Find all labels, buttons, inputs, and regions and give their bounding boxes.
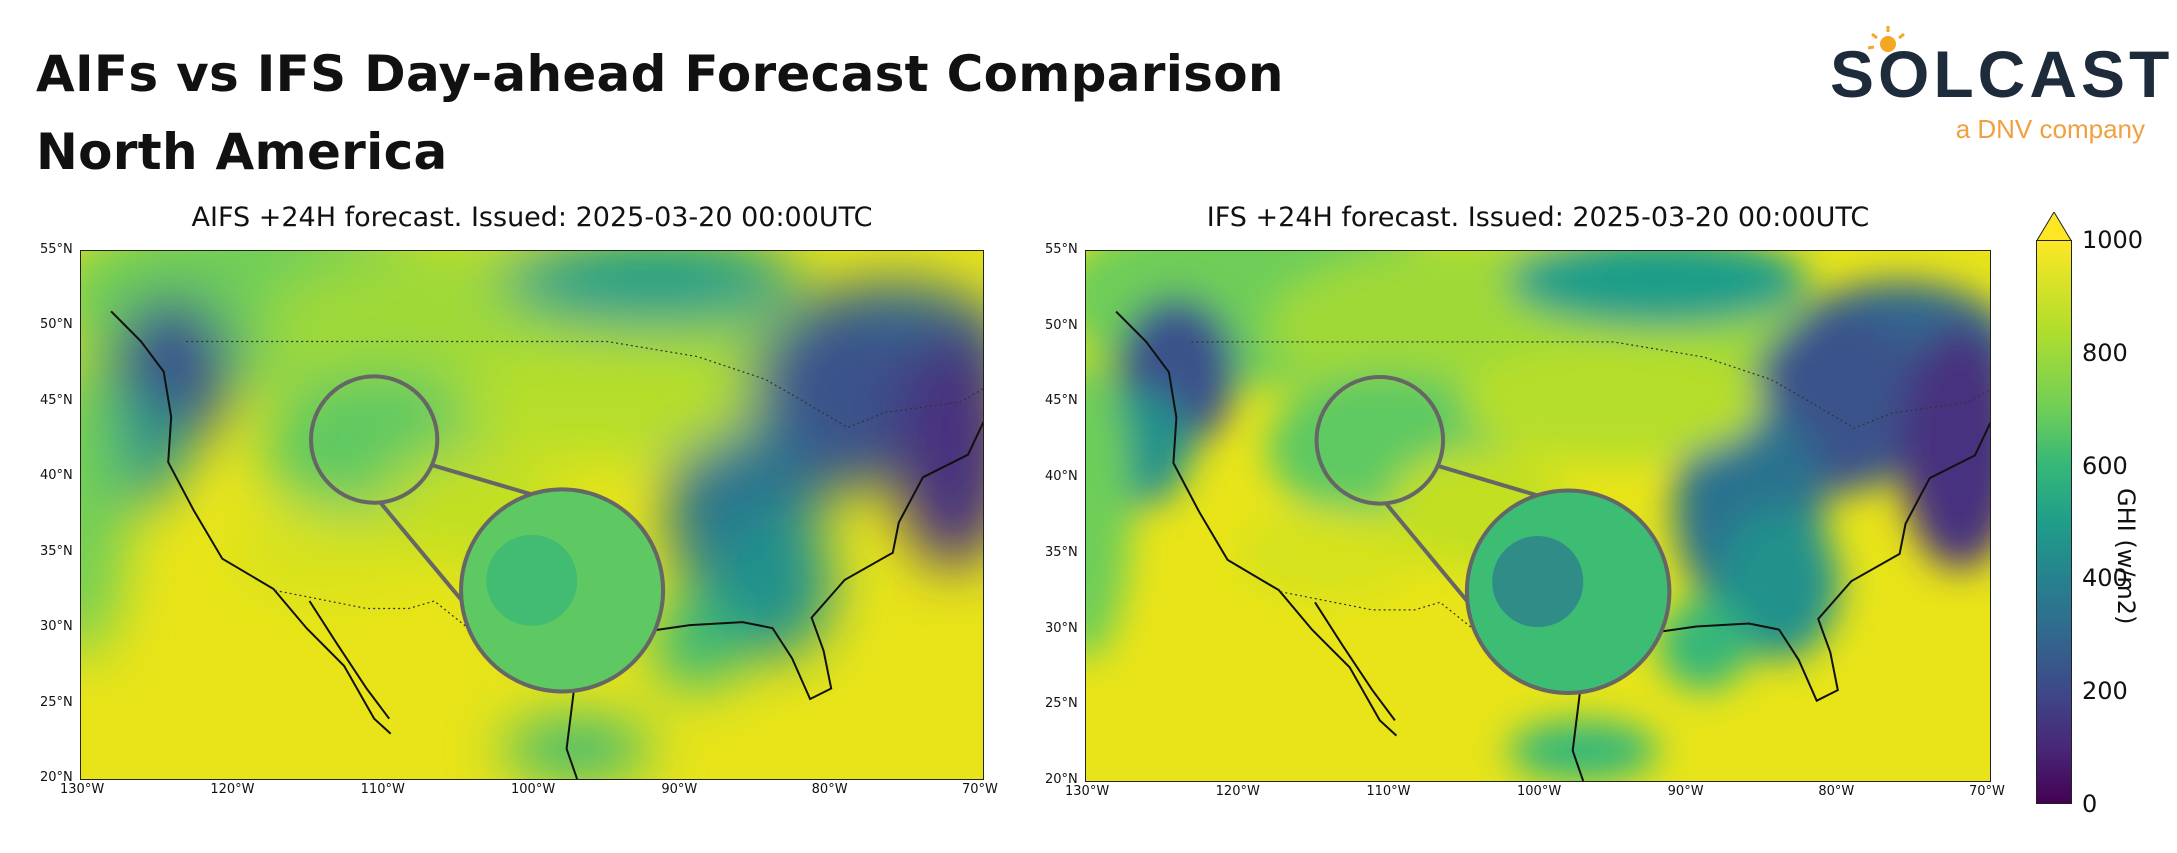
- panel-title-ifs: IFS +24H forecast. Issued: 2025-03-20 00…: [1206, 202, 1870, 233]
- colorbar-tick: 400: [2082, 564, 2128, 593]
- ghi-field: [81, 251, 983, 779]
- colorbar-tick: 600: [2082, 451, 2128, 480]
- coastline: [570, 421, 983, 701]
- y-tick-label: 20°N: [40, 770, 73, 785]
- map-canvas: [81, 251, 983, 779]
- y-tick-label: 40°N: [1045, 469, 1078, 485]
- y-tick-label: 50°N: [1045, 317, 1078, 333]
- colorbar-tick: 800: [2082, 338, 2128, 367]
- solcast-logo: SOLCAST a DNV company: [1830, 26, 2169, 148]
- y-tick-label: 25°N: [40, 694, 73, 710]
- coastline: [110, 310, 392, 735]
- coastline: [1314, 601, 1396, 721]
- y-tick-label: 55°N: [1045, 242, 1078, 257]
- coastline: [1571, 689, 1585, 781]
- colorbar: [2036, 240, 2072, 804]
- y-tick-label: 35°N: [1045, 544, 1078, 560]
- national-border: [1191, 341, 1990, 429]
- x-tick-label: 80°W: [1818, 784, 1855, 799]
- x-tick-label: 110°W: [1366, 784, 1411, 799]
- ifs-map: [1085, 250, 1991, 782]
- y-tick-label: 25°N: [1045, 696, 1078, 712]
- x-tick-label: 80°W: [811, 782, 848, 797]
- y-tick-label: 50°N: [40, 317, 73, 333]
- coastline: [1115, 310, 1398, 737]
- x-tick-label: 130°W: [1065, 784, 1110, 799]
- y-tick-label: 30°N: [40, 619, 73, 635]
- x-tick-label: 110°W: [360, 782, 405, 797]
- chart-subtitle: North America: [36, 123, 448, 181]
- colorbar-tick: 200: [2082, 677, 2128, 706]
- x-tick-label: 70°W: [1969, 784, 2005, 799]
- colorbar-tick: 0: [2082, 790, 2098, 818]
- y-tick-label: 35°N: [40, 543, 73, 559]
- y-tick-label: 45°N: [40, 392, 73, 408]
- x-tick-label: 100°W: [1517, 784, 1562, 799]
- coastline: [1576, 422, 1990, 703]
- sun-icon: [1867, 26, 1905, 52]
- colorbar-tick: 1000: [2082, 226, 2144, 254]
- colorbar-extend-arrow: [2036, 212, 2072, 242]
- x-tick-label: 90°W: [1667, 784, 1704, 799]
- zoom-inset: [309, 374, 666, 694]
- y-tick-label: 30°N: [1045, 620, 1078, 636]
- logo-tagline: a DNV company: [1955, 114, 2145, 144]
- national-border: [186, 340, 983, 429]
- x-tick-label: 120°W: [210, 782, 255, 797]
- coastline: [308, 600, 391, 720]
- y-tick-label: 20°N: [1045, 772, 1078, 787]
- colorbar-label: GHI (w/m2): [2112, 488, 2140, 625]
- panel-title-aifs: AIFS +24H forecast. Issued: 2025-03-20 0…: [191, 202, 873, 233]
- x-tick-label: 120°W: [1215, 784, 1260, 799]
- y-tick-label: 55°N: [40, 242, 73, 257]
- zoom-inset: [1314, 375, 1672, 695]
- y-tick-label: 45°N: [1045, 393, 1078, 409]
- chart-title: AIFs vs IFS Day-ahead Forecast Compariso…: [36, 45, 1284, 103]
- map-canvas: [1086, 251, 1990, 781]
- y-tick-label: 40°N: [40, 468, 73, 484]
- x-tick-label: 100°W: [511, 782, 556, 797]
- coastline: [565, 688, 579, 779]
- aifs-map: [80, 250, 984, 780]
- x-tick-label: 90°W: [661, 782, 698, 797]
- x-tick-label: 70°W: [962, 782, 998, 797]
- x-tick-label: 130°W: [60, 782, 105, 797]
